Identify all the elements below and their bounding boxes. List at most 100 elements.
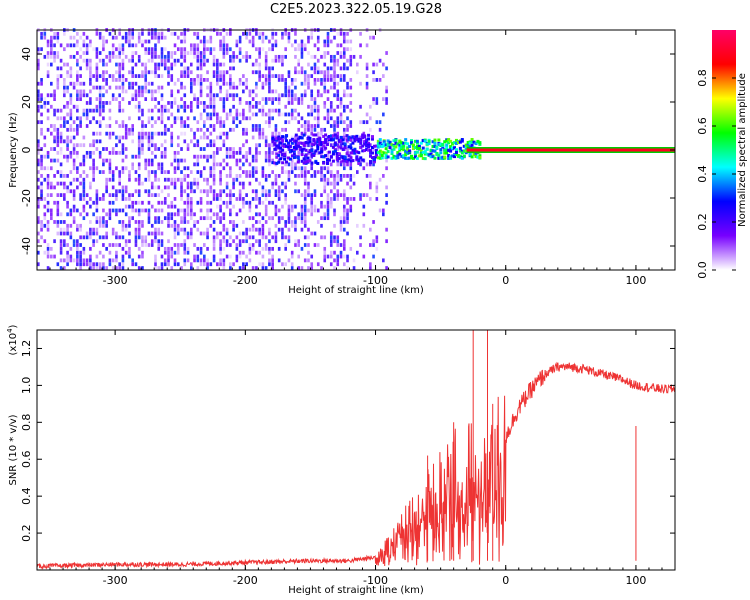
spectrogram-cell <box>108 258 112 263</box>
spectrogram-cell <box>82 181 86 186</box>
spectrogram-cell <box>53 239 56 244</box>
spectrogram-cell <box>111 177 115 182</box>
spectrogram-y-label: Frequency (Hz) <box>8 112 19 188</box>
spectrogram-cell <box>209 93 213 98</box>
spectrogram-cell <box>342 254 346 259</box>
spectrogram-cell <box>232 193 235 197</box>
spectrogram-cell <box>261 112 265 117</box>
spectrogram-cell <box>326 78 330 82</box>
spectrogram-cell <box>329 174 333 178</box>
spectrogram-cell <box>167 177 170 182</box>
spectrogram-cell <box>173 120 177 125</box>
spectrogram-cell <box>160 47 164 52</box>
spectrogram-cell <box>284 127 287 132</box>
spectrogram-cell <box>160 243 164 247</box>
spectrogram-cell <box>251 97 255 101</box>
spectrogram-cell <box>245 193 248 197</box>
spectrogram-cell <box>336 193 340 197</box>
spectrogram-cell <box>351 141 355 145</box>
spectrogram-cell <box>203 189 206 194</box>
spectrogram-cell <box>271 216 274 221</box>
spectrogram-cell <box>284 93 287 98</box>
spectrogram-cell <box>229 174 232 178</box>
spectrogram-cell <box>59 147 63 151</box>
spectrogram-cell <box>326 97 330 101</box>
spectrogram-cell <box>222 200 226 205</box>
spectrogram-cell <box>419 152 423 156</box>
spectrogram-cell <box>183 177 187 182</box>
spectrogram-cell <box>69 54 73 59</box>
spectrogram-cell <box>300 47 304 52</box>
spectrogram-cell <box>193 97 196 101</box>
spectrogram-cell <box>141 243 144 247</box>
spectrogram-cell <box>258 250 261 255</box>
spectrogram-cell <box>56 78 60 82</box>
spectrogram-cell <box>284 223 287 228</box>
spectrogram-cell <box>124 89 128 94</box>
spectrogram-cell <box>134 177 138 182</box>
spectrogram-cell <box>303 174 307 178</box>
spectrogram-cell <box>261 223 265 228</box>
spectrogram-cell <box>180 120 183 125</box>
spectrogram-cell <box>314 160 318 164</box>
spectrogram-cell <box>79 223 82 228</box>
spectrogram-cell <box>72 208 76 213</box>
spectrogram-cell <box>290 101 294 105</box>
spectrogram-cell <box>271 158 274 163</box>
spectrogram-cell <box>290 223 294 228</box>
spectrogram-cell <box>72 220 76 224</box>
spectrogram-cell <box>268 70 271 75</box>
spectrogram-cell <box>323 70 327 75</box>
spectrogram-cell <box>98 85 102 90</box>
spectrogram-cell <box>238 78 242 82</box>
spectrogram-cell <box>105 89 108 94</box>
spectrogram-cell <box>193 223 196 228</box>
spectrogram-cell <box>313 204 317 209</box>
spectrogram-cell <box>128 231 131 236</box>
spectrogram-cell <box>326 31 330 36</box>
spectrogram-cell <box>326 181 330 186</box>
spectrogram-cell <box>251 158 255 163</box>
spectrogram-cell <box>268 154 271 159</box>
spectrogram-cell <box>37 170 40 174</box>
spectrogram-cell <box>372 78 375 82</box>
spectrogram-cell <box>167 70 170 75</box>
spectrogram-cell <box>329 200 333 205</box>
spectrogram-cell <box>303 177 307 182</box>
spectrogram-cell <box>339 101 343 105</box>
spectrogram-cell <box>63 154 66 159</box>
spectrogram-cell <box>124 197 128 201</box>
spectrogram-cell <box>415 141 419 145</box>
spectrogram-cell <box>229 85 232 90</box>
spectrogram-cell <box>206 127 209 132</box>
spectrogram-cell <box>470 138 474 142</box>
spectrogram-cell <box>367 137 371 141</box>
spectrogram-cell <box>245 85 248 90</box>
spectrogram-cell <box>271 170 274 174</box>
spectrogram-cell <box>79 258 82 263</box>
spectrogram-cell <box>439 156 443 160</box>
spectrogram-cell <box>160 143 164 148</box>
spectrogram-cell <box>353 138 357 142</box>
spectrogram-cell <box>216 197 219 201</box>
spectrogram-cell <box>322 134 326 138</box>
spectrogram-cell <box>298 147 302 151</box>
spectrogram-cell <box>89 181 92 186</box>
spectrogram-cell <box>303 78 307 82</box>
spectrogram-cell <box>95 227 99 232</box>
spectrogram-cell <box>196 185 200 190</box>
spectrogram-cell <box>286 144 290 148</box>
spectrogram-cell <box>408 144 412 148</box>
spectrogram-cell <box>219 116 222 121</box>
spectrogram-cell <box>167 220 170 224</box>
spectrogram-cell <box>212 62 216 67</box>
spectrogram-cell <box>196 54 200 59</box>
spectrogram-cell <box>382 151 386 155</box>
spectrogram-cell <box>238 112 242 117</box>
spectrogram-cell <box>50 208 53 213</box>
spectrogram-cell <box>150 162 154 167</box>
spectrogram-cell <box>264 208 268 213</box>
spectrogram-cell <box>199 216 203 221</box>
spectrogram-cell <box>72 166 76 171</box>
spectrogram-cell <box>89 39 92 44</box>
